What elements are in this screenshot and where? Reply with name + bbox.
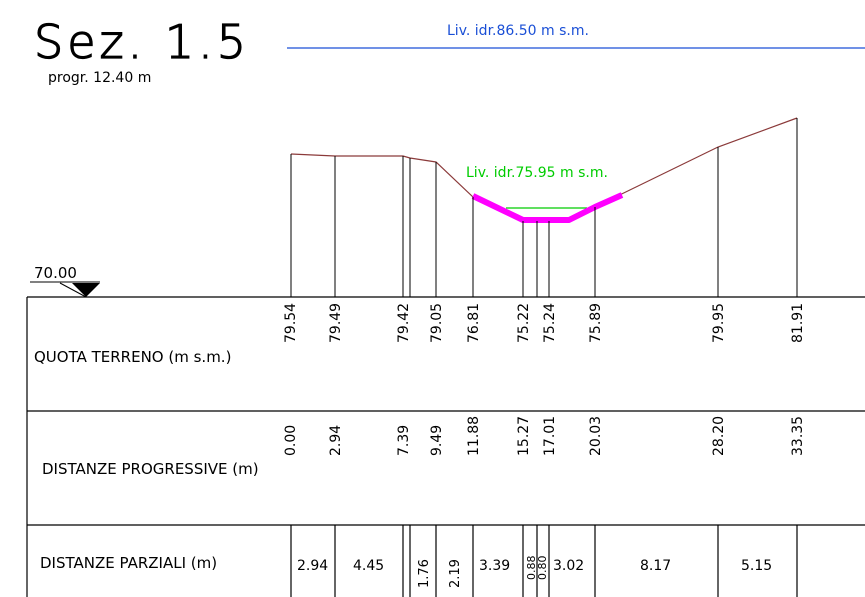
- partial-value: 1.76: [417, 559, 432, 588]
- quota-value: 76.81: [466, 303, 482, 343]
- quota-value: 75.24: [542, 303, 558, 343]
- partial-value: 4.45: [353, 558, 384, 574]
- progressive-value: 2.94: [328, 425, 344, 456]
- quota-value: 75.89: [588, 303, 604, 343]
- partial-value: 0.88: [525, 556, 538, 581]
- water-level-label: Liv. idr.75.95 m s.m.: [466, 165, 608, 181]
- quota-value: 75.22: [516, 303, 532, 343]
- data-table: [26, 296, 865, 597]
- partial-value: 5.15: [741, 558, 772, 574]
- partial-value: 0.80: [536, 556, 549, 581]
- datum-label: 70.00: [34, 264, 77, 282]
- progressive-value: 0.00: [283, 425, 299, 456]
- quota-value: 81.91: [790, 303, 806, 343]
- partial-value: 8.17: [640, 558, 671, 574]
- partial-value: 3.39: [479, 558, 510, 574]
- quota-value: 79.42: [396, 303, 412, 343]
- quota-values: 79.54 79.49 79.42 79.05 76.81 75.22 75.2…: [283, 303, 806, 343]
- section-progressive: progr. 12.40 m: [48, 70, 151, 86]
- quota-value: 79.95: [711, 303, 727, 343]
- partial-value: 2.19: [448, 559, 463, 588]
- partial-value: 3.02: [553, 558, 584, 574]
- datum-triangle-edge: [59, 282, 87, 298]
- quota-value: 79.49: [328, 303, 344, 343]
- section-title: Sez. 1.5: [34, 15, 250, 69]
- progressive-value: 9.49: [429, 425, 445, 456]
- datum-triangle: [72, 283, 100, 297]
- distanze-progressive-label: DISTANZE PROGRESSIVE (m): [42, 460, 259, 478]
- partial-value: 2.94: [297, 558, 328, 574]
- quota-value: 79.05: [429, 303, 445, 343]
- station-verticals: [290, 118, 798, 297]
- wetted-perimeter: [471, 192, 624, 223]
- progressive-value: 11.88: [466, 416, 482, 456]
- progressive-value: 17.01: [542, 416, 558, 456]
- partial-values: 2.94 4.45 1.76 2.19 3.39 0.88 0.80 3.02 …: [297, 556, 772, 589]
- progressive-value: 28.20: [711, 416, 727, 456]
- progressive-value: 20.03: [588, 416, 604, 456]
- progressive-value: 33.35: [790, 416, 806, 456]
- progressive-values: 0.00 2.94 7.39 9.49 11.88 15.27 17.01 20…: [283, 416, 806, 456]
- quota-terreno-label: QUOTA TERRENO (m s.m.): [34, 348, 231, 366]
- progressive-value: 15.27: [516, 416, 532, 456]
- top-water-level-label: Liv. idr.86.50 m s.m.: [447, 23, 589, 39]
- progressive-value: 7.39: [396, 425, 412, 456]
- distanze-parziali-label: DISTANZE PARZIALI (m): [40, 554, 217, 572]
- quota-value: 79.54: [283, 303, 299, 343]
